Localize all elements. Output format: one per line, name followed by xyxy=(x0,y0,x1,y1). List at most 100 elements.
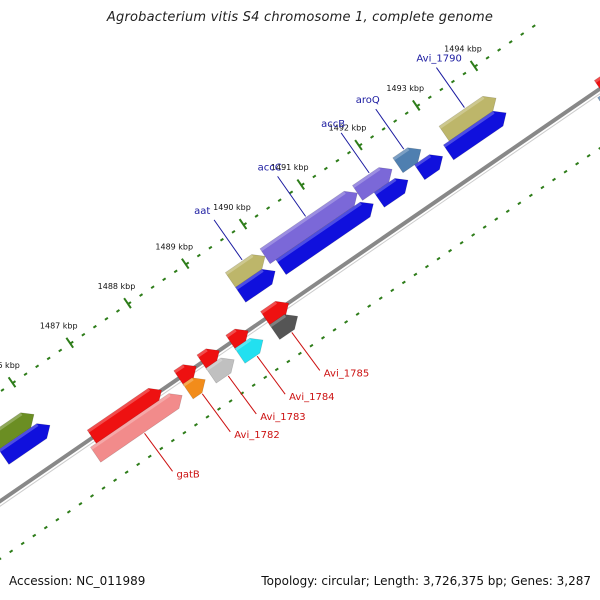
inner-track-dot xyxy=(78,502,83,506)
outer-track-dot xyxy=(450,79,455,84)
gene-label[interactable]: Avi_1790 xyxy=(416,54,461,65)
inner-track-dot xyxy=(32,533,37,538)
inner-track-dot xyxy=(297,351,302,356)
outer-track-dot xyxy=(23,372,28,377)
outer-gene-arrow-highlight xyxy=(260,191,346,252)
outer-gene-arrow[interactable] xyxy=(373,178,409,208)
gene-leader-line xyxy=(277,176,307,217)
outer-track-dot xyxy=(219,237,224,242)
outer-gene-arrow[interactable] xyxy=(0,412,35,454)
gene-label[interactable]: gatB xyxy=(177,469,200,480)
kbp-tick-label: 1487 kbp xyxy=(40,321,78,330)
outer-gene-arrow[interactable] xyxy=(392,147,422,174)
inner-gene-arrow-highlight xyxy=(206,358,223,371)
lower-strand-features[interactable] xyxy=(593,19,600,113)
outer-gene-arrow[interactable] xyxy=(351,167,393,201)
outer-gene-arrow-highlight xyxy=(235,269,264,290)
inner-track-dot xyxy=(448,248,453,253)
outer-track-dot xyxy=(462,71,467,76)
outer-track-dot xyxy=(312,174,317,179)
kbp-tick-label: 1491 kbp xyxy=(271,163,309,172)
gene-label[interactable]: Avi_1785 xyxy=(324,368,369,379)
outer-gene-arrow-highlight xyxy=(225,254,254,275)
outer-gene-arrow-highlight xyxy=(414,154,432,168)
inner-gene-arrow-highlight xyxy=(182,377,194,387)
inner-gene-arrow[interactable] xyxy=(86,387,162,446)
inner-track-dot xyxy=(0,557,2,561)
kbp-tick xyxy=(7,376,17,388)
outer-track-dot xyxy=(254,214,259,218)
outer-track-dot xyxy=(323,166,328,171)
gene-label[interactable]: Avi_1782 xyxy=(234,430,279,441)
gene-label[interactable]: Avi_1784 xyxy=(289,392,334,403)
inner-track-dot xyxy=(598,146,600,150)
inner-gene-arrow[interactable] xyxy=(269,314,299,340)
inner-gene-arrow-highlight xyxy=(90,393,171,450)
inner-track-dot xyxy=(517,201,522,206)
gene-label[interactable]: aroQ xyxy=(356,95,380,106)
outer-track-dot xyxy=(173,269,178,274)
outer-gene-arrow[interactable] xyxy=(0,423,51,465)
gene-label[interactable]: accB xyxy=(321,119,345,130)
inner-gene-arrow[interactable] xyxy=(205,357,235,384)
inner-gene-arrow-highlight xyxy=(269,314,287,328)
outer-gene-arrow-highlight xyxy=(439,96,485,129)
outer-track-dot xyxy=(346,150,351,155)
outer-gene-arrow[interactable] xyxy=(414,154,444,181)
inner-track-dot xyxy=(286,359,291,364)
gene-label[interactable]: Avi_1783 xyxy=(260,412,305,423)
inner-track-dot xyxy=(55,517,60,522)
inner-gene-arrow[interactable] xyxy=(260,300,290,327)
outer-track-dot xyxy=(92,324,97,329)
gene-leader-line xyxy=(256,355,286,395)
outer-track-dot xyxy=(231,230,236,234)
outer-gene-arrow[interactable] xyxy=(275,201,374,276)
inner-track-dot xyxy=(505,209,510,214)
outer-dot-track xyxy=(0,24,536,392)
outer-gene-arrow[interactable] xyxy=(235,268,276,303)
outer-track-dot xyxy=(139,293,144,297)
inner-gene-arrow-highlight xyxy=(260,301,277,314)
inner-track-dot xyxy=(182,430,187,435)
kbp-tick xyxy=(412,99,421,111)
outer-track-dot xyxy=(381,127,386,131)
lower-gene-arrow[interactable] xyxy=(597,56,600,113)
lower-gene-arrow-highlight xyxy=(597,95,600,101)
inner-track-dot xyxy=(274,367,279,372)
accession-label: Accession: NC_011989 xyxy=(9,574,146,588)
inner-strand-features[interactable] xyxy=(86,300,299,463)
inner-gene-arrow-highlight xyxy=(225,329,237,338)
outer-gene-arrow[interactable] xyxy=(224,254,266,288)
map-title: Agrobacterium vitis S4 chromosome 1, com… xyxy=(106,10,494,25)
gene-leader-line xyxy=(144,433,173,472)
kbp-tick xyxy=(354,139,363,151)
kbp-tick-label: 1489 kbp xyxy=(155,242,193,251)
outer-track-dot xyxy=(335,158,340,163)
gene-label[interactable]: accC xyxy=(258,162,282,173)
lower-gene-arrow-highlight xyxy=(594,76,600,83)
inner-track-dot xyxy=(263,375,268,380)
outer-gene-arrow[interactable] xyxy=(442,110,507,161)
outer-gene-arrow-highlight xyxy=(275,202,362,263)
inner-gene-arrow[interactable] xyxy=(90,393,183,463)
inner-gene-arrow[interactable] xyxy=(234,337,264,364)
inner-track-dot xyxy=(251,383,256,388)
kbp-tick-label: 1494 kbp xyxy=(444,45,482,54)
outer-strand-features[interactable] xyxy=(0,95,507,473)
inner-gene-arrow[interactable] xyxy=(182,377,206,400)
inner-track-dot xyxy=(320,335,326,340)
gene-label[interactable]: aat xyxy=(194,206,210,217)
gene-leader-line xyxy=(375,108,405,150)
outer-track-dot xyxy=(115,309,120,313)
inner-track-dot xyxy=(89,494,95,498)
outer-track-dot xyxy=(196,253,201,258)
outer-gene-arrow-highlight xyxy=(352,167,381,188)
gene-leader-line xyxy=(227,375,257,415)
chromosome-backbone xyxy=(0,86,600,507)
gene-leader-line xyxy=(340,132,370,174)
outer-gene-arrow[interactable] xyxy=(438,95,497,142)
lower-gene-arrow[interactable] xyxy=(593,47,600,96)
inner-track-dot xyxy=(494,217,499,221)
outer-gene-arrow[interactable] xyxy=(259,190,358,265)
